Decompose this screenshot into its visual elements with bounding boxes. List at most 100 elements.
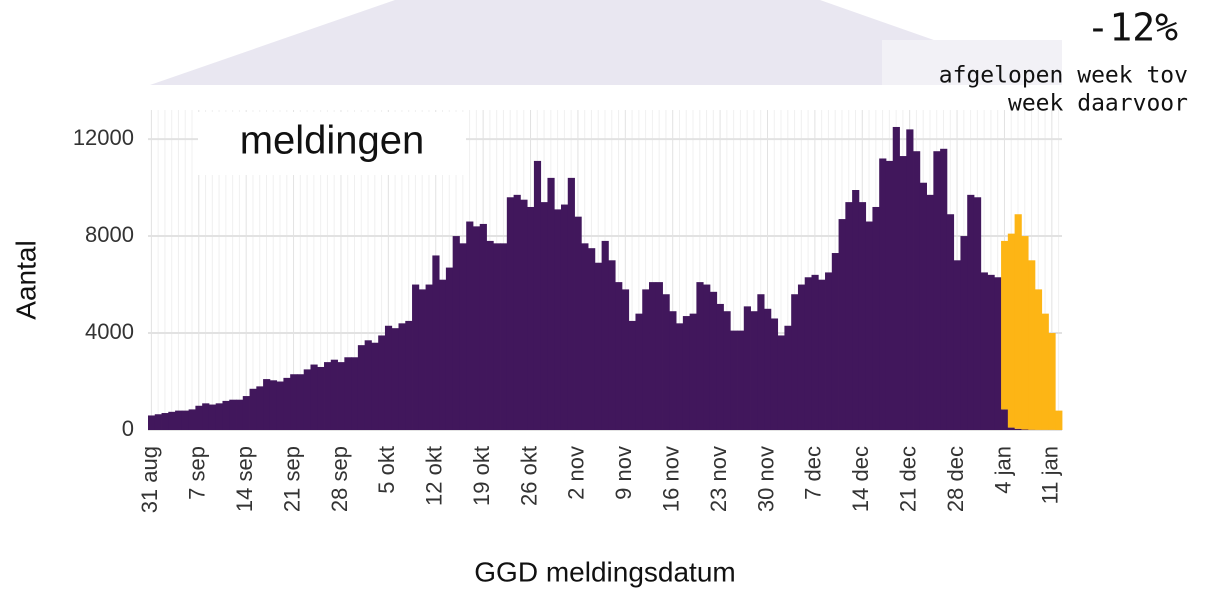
bar [1001, 240, 1009, 410]
bar [1055, 410, 1063, 430]
x-tick-label: 12 okt [422, 446, 447, 506]
bar [1048, 333, 1056, 430]
bar [784, 325, 792, 430]
bar [682, 316, 691, 430]
y-axis-label: Aantal [10, 240, 41, 319]
bar [838, 219, 846, 430]
bar [676, 323, 684, 430]
bar [852, 190, 860, 430]
bar [777, 335, 785, 430]
plot-area: 0 4000 8000 12000 31 aug 7 sep 14 sep 21 sep 28 … [73, 110, 1063, 513]
bar [479, 223, 487, 430]
bar [242, 396, 250, 430]
bar [594, 262, 603, 430]
bar [730, 330, 738, 430]
x-tick-label: 23 nov [706, 446, 731, 512]
bar [425, 284, 433, 430]
bar [879, 158, 887, 430]
bar [797, 284, 806, 430]
bar [818, 279, 826, 430]
bar [175, 410, 183, 430]
bar [764, 308, 772, 430]
bar [1034, 289, 1043, 430]
x-tick-label: 9 nov [611, 446, 636, 500]
banner-shade [882, 40, 1062, 85]
bar [635, 313, 643, 430]
bar [994, 277, 1002, 430]
bar [472, 226, 481, 430]
bar [1021, 236, 1029, 430]
bar [493, 243, 501, 430]
bar [669, 311, 677, 430]
bar [330, 359, 338, 430]
bar [168, 411, 176, 430]
bar [560, 204, 569, 430]
bar [845, 202, 853, 430]
bar [202, 403, 210, 430]
bar [236, 399, 244, 430]
bar [256, 386, 264, 430]
bar [351, 357, 359, 430]
y-tick-label: 12000 [73, 125, 134, 150]
x-tick-label: 30 nov [753, 446, 778, 512]
bar [513, 194, 521, 430]
bar [872, 206, 880, 430]
bar [913, 151, 921, 430]
bar [919, 182, 927, 430]
bar [283, 377, 291, 430]
bar [831, 253, 839, 430]
bar [621, 289, 630, 430]
x-tick-label: 19 okt [469, 446, 494, 506]
bar [825, 272, 833, 430]
bar [770, 318, 779, 430]
bar [709, 291, 718, 430]
bar [811, 274, 819, 430]
x-tick-label: 26 okt [516, 446, 541, 506]
bar [412, 284, 420, 430]
bar [946, 214, 955, 430]
bar [466, 221, 474, 430]
bar [533, 160, 542, 430]
bar [398, 323, 406, 430]
bar [439, 279, 447, 430]
x-tick-label: 31 aug [137, 446, 162, 513]
change-note: afgelopen week tov [939, 63, 1188, 89]
y-tick-label: 0 [122, 416, 134, 441]
bar [689, 313, 697, 430]
x-tick-label: 4 jan [990, 446, 1015, 494]
bar [554, 209, 562, 430]
bar [953, 260, 961, 430]
bar [804, 277, 812, 430]
bar [980, 272, 988, 430]
bar [418, 289, 426, 430]
bar [452, 236, 460, 430]
bar [215, 403, 223, 430]
bar [527, 206, 535, 430]
bar [506, 197, 514, 430]
bar [743, 306, 751, 430]
x-tick-label: 14 sep [232, 446, 257, 512]
bar [865, 221, 873, 430]
bar [588, 248, 596, 430]
bar [940, 148, 948, 430]
x-tick-label: 5 okt [374, 446, 399, 494]
x-tick-label: 2 nov [564, 446, 589, 500]
bar [906, 129, 914, 431]
bar [885, 160, 894, 430]
bar [432, 255, 440, 430]
change-note: week daarvoor [1008, 91, 1188, 117]
x-tick-label: 28 sep [327, 446, 352, 512]
bar [188, 409, 196, 430]
bar [391, 328, 399, 430]
change-value: -12% [1086, 6, 1178, 50]
bar [899, 156, 907, 430]
bar [249, 388, 257, 430]
bar [960, 236, 968, 430]
bar [933, 151, 941, 430]
bar [1007, 427, 1016, 430]
bar [547, 177, 555, 430]
bar [384, 325, 393, 430]
bar [208, 404, 217, 430]
bar [161, 413, 169, 430]
bar [973, 197, 982, 430]
